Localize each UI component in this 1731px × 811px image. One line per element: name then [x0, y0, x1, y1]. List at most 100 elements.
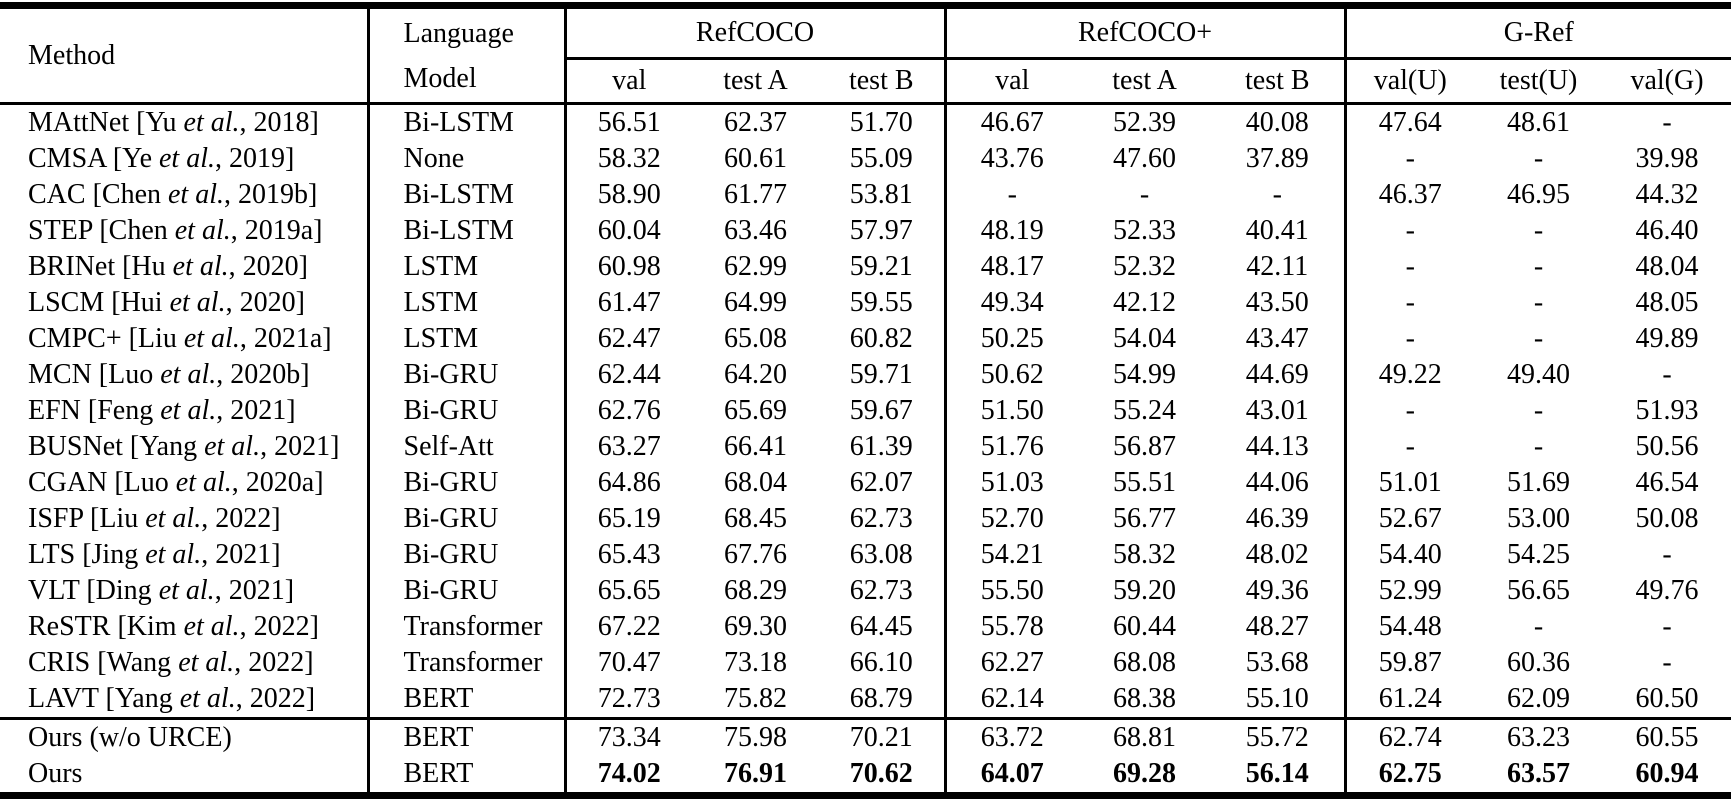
score-cell: 75.82	[724, 683, 787, 714]
score-cell: -	[1662, 539, 1672, 570]
score-cell: 60.36	[1507, 647, 1571, 678]
score-cell: 62.74	[1343, 717, 1475, 756]
score-cell: -	[1533, 251, 1544, 282]
score-cell: 46.40	[1635, 215, 1699, 246]
score-cell: 49.36	[1245, 575, 1309, 606]
table-row: Ours BERT 74.02 76.91 70.62 64.07 69.28 56.14 62…	[0, 756, 1731, 796]
score-cell: 51.50	[943, 393, 1079, 429]
score-cell: 62.27	[943, 645, 1079, 681]
method-cell: CMSA [Ye et al., 2019]	[28, 143, 295, 174]
et-al-italic: et al.	[158, 575, 215, 606]
score-cell: -	[1533, 431, 1544, 462]
score-cell: 64.99	[724, 287, 787, 318]
score-cell: 62.99	[724, 251, 787, 282]
language-model-cell: Bi-GRU	[366, 573, 565, 609]
subcol-refcoco-testa: test A	[723, 65, 788, 96]
et-al-italic: et al.	[183, 323, 240, 354]
score-cell: 62.76	[563, 393, 692, 429]
score-cell: -	[1343, 285, 1475, 321]
score-cell: 43.76	[943, 141, 1079, 177]
score-cell: 68.04	[724, 467, 787, 498]
score-cell: 48.27	[1245, 611, 1309, 642]
score-cell: 65.65	[563, 573, 692, 609]
et-al-italic: et al.	[168, 179, 224, 210]
subcol-gref-valg: val(G)	[1630, 65, 1704, 96]
score-cell: 60.61	[724, 143, 787, 174]
score-cell: -	[1533, 287, 1544, 318]
score-cell: 60.55	[1603, 717, 1731, 756]
score-cell: 63.46	[724, 215, 787, 246]
score-cell: 62.73	[849, 575, 913, 606]
subcol-refcocop-testa: test A	[1112, 65, 1177, 96]
table-row: Ours (w/o URCE) BERT 73.34 75.98 70.21 63.72 6…	[0, 717, 1731, 756]
score-cell: 53.81	[849, 179, 913, 210]
score-cell: 67.76	[724, 539, 787, 570]
score-cell: 51.76	[943, 429, 1079, 465]
method-cell: CGAN [Luo et al., 2020a]	[28, 467, 324, 498]
score-cell: 64.45	[849, 611, 913, 642]
score-cell: 51.01	[1343, 465, 1475, 501]
score-cell: 63.27	[563, 429, 692, 465]
score-cell: 63.72	[943, 717, 1079, 756]
score-cell: 70.62	[849, 758, 913, 789]
score-cell: 58.32	[563, 141, 692, 177]
score-cell: 50.62	[943, 357, 1079, 393]
group-header-gref: G-Ref	[1343, 5, 1731, 60]
score-cell: 48.04	[1635, 251, 1699, 282]
subcol-refcocop-testb: test B	[1244, 65, 1310, 96]
et-al-italic: et al.	[160, 395, 217, 426]
score-cell: 56.87	[1113, 431, 1177, 462]
score-cell: 56.51	[563, 102, 692, 141]
score-cell: 59.71	[849, 359, 913, 390]
language-model-cell: Bi-GRU	[366, 537, 565, 573]
table-row: CMPC+ [Liu et al., 2021a] LSTM 62.47 65.08 6…	[0, 321, 1731, 357]
language-model-cell: BERT	[366, 681, 565, 719]
score-cell: 43.47	[1245, 323, 1309, 354]
score-cell: 72.73	[563, 681, 692, 719]
table-row: EFN [Feng et al., 2021] Bi-GRU 62.76 65.69 5…	[0, 393, 1731, 429]
score-cell: 40.08	[1211, 102, 1346, 141]
group-header-refcoco-plus: RefCOCO+	[943, 5, 1346, 60]
et-al-italic: et al.	[145, 539, 202, 570]
column-header-method: Method	[28, 39, 116, 71]
method-cell: LSCM [Hui et al., 2020]	[28, 287, 305, 318]
score-cell: 46.67	[943, 102, 1079, 141]
subcol-gref-testu: test(U)	[1499, 65, 1578, 96]
subcol-gref-valu: val(U)	[1343, 58, 1475, 104]
score-cell: 52.33	[1113, 215, 1177, 246]
table-row: MAttNet [Yu et al., 2018] Bi-LSTM 56.51 62.…	[0, 102, 1731, 141]
score-cell: 62.14	[943, 681, 1079, 719]
subcol-refcoco-testb: test B	[848, 65, 914, 96]
et-al-italic: et al.	[169, 287, 226, 318]
score-cell: 42.12	[1113, 287, 1177, 318]
score-cell: 44.32	[1635, 179, 1699, 210]
language-model-cell: Bi-LSTM	[366, 177, 565, 213]
table-row: CGAN [Luo et al., 2020a] Bi-GRU 64.86 68.04…	[0, 465, 1731, 501]
method-cell: LAVT [Yang et al., 2022]	[28, 683, 316, 714]
table-row: CAC [Chen et al., 2019b] Bi-LSTM 58.90 61.7…	[0, 177, 1731, 213]
et-al-italic: et al.	[183, 107, 240, 138]
score-cell: 54.21	[943, 537, 1079, 573]
score-cell: 47.60	[1113, 143, 1177, 174]
language-model-cell: None	[366, 141, 565, 177]
score-cell: 54.40	[1343, 537, 1475, 573]
et-al-italic: et al.	[179, 683, 236, 714]
score-cell: 68.81	[1078, 717, 1212, 756]
score-cell: -	[943, 177, 1079, 213]
score-cell: 39.98	[1635, 143, 1699, 174]
table-header: Method Language Model RefCOCO RefCOCO+ G…	[0, 5, 1731, 104]
score-cell: 69.28	[1113, 758, 1177, 789]
score-cell: 44.69	[1245, 359, 1309, 390]
language-model-cell: LSTM	[366, 285, 565, 321]
score-cell: 67.22	[563, 609, 692, 645]
method-cell: STEP [Chen et al., 2019a]	[28, 215, 323, 246]
score-cell: 54.48	[1343, 609, 1475, 645]
score-cell: 50.08	[1635, 503, 1699, 534]
score-cell: -	[1533, 611, 1544, 642]
score-cell: 60.82	[849, 323, 913, 354]
score-cell: 43.01	[1245, 395, 1309, 426]
score-cell: 65.69	[724, 395, 787, 426]
method-cell: CRIS [Wang et al., 2022]	[28, 647, 314, 678]
et-al-italic: et al.	[172, 251, 229, 282]
